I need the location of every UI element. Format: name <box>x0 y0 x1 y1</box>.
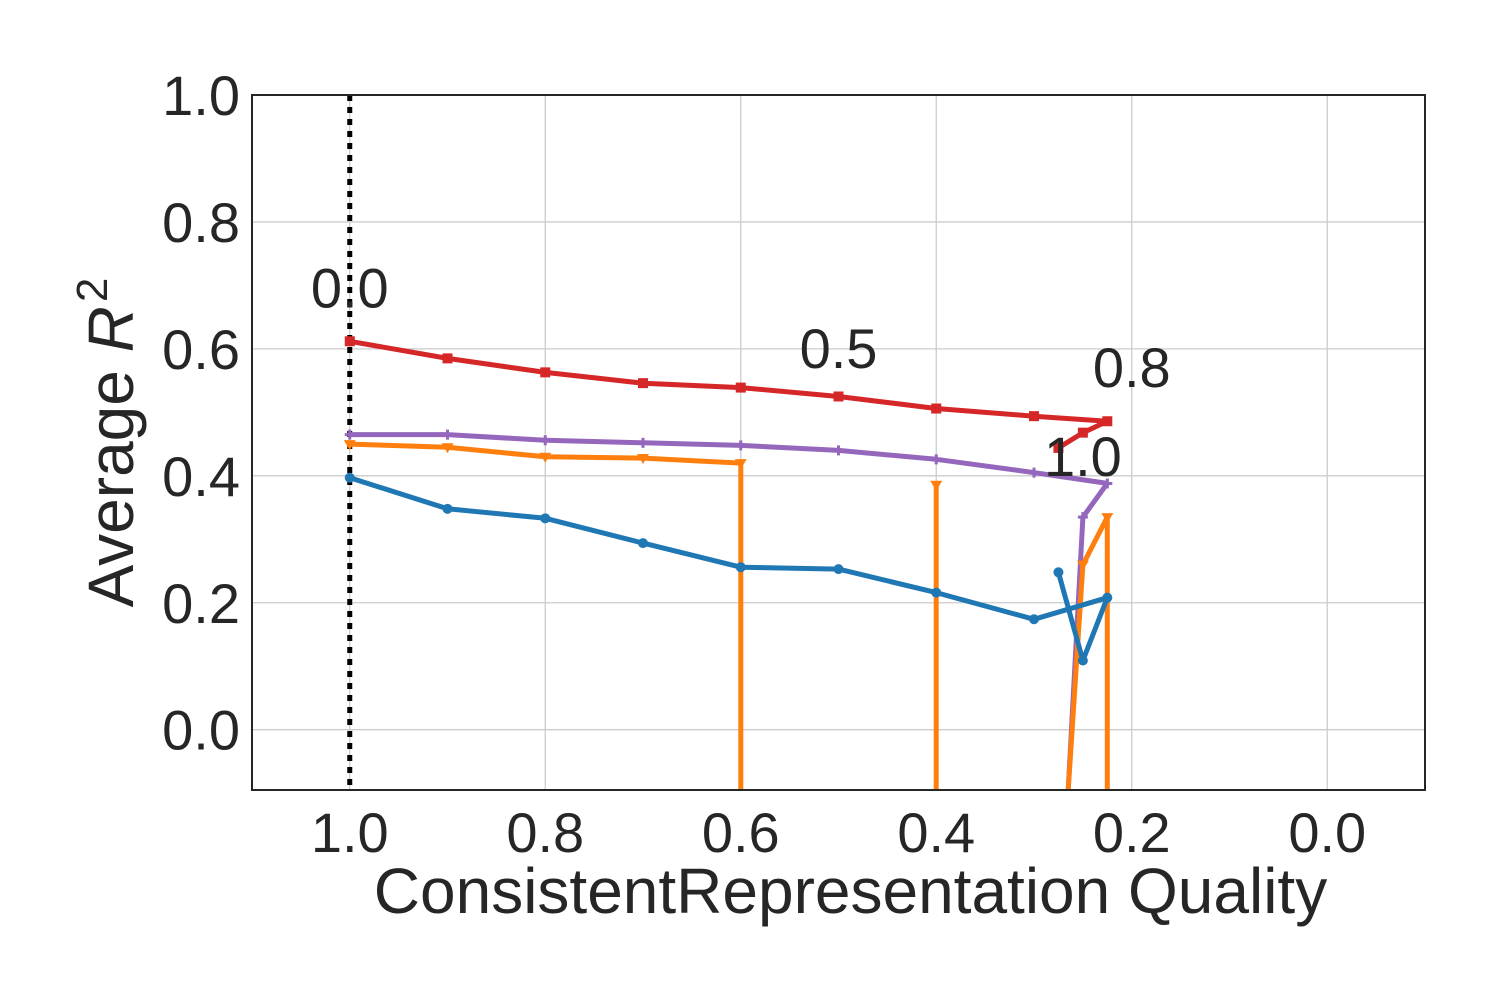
data-point <box>540 435 551 446</box>
data-point <box>344 336 355 347</box>
data-point <box>1029 467 1039 478</box>
data-point <box>833 564 844 575</box>
annotation-label: 0.0 <box>311 257 389 320</box>
data-point <box>735 382 746 393</box>
data-point <box>1053 442 1064 453</box>
data-point <box>1101 513 1114 524</box>
annotation-label: 0.5 <box>800 317 878 380</box>
data-point <box>637 454 649 465</box>
series-line <box>349 432 1110 791</box>
data-point <box>442 503 453 514</box>
series-line <box>349 475 1110 663</box>
series-line <box>349 338 1110 451</box>
data-point <box>1029 411 1039 422</box>
x-tick-label: 0.0 <box>1288 801 1366 864</box>
data-point <box>931 454 942 465</box>
data-point <box>540 367 551 378</box>
annotation-label: 1.0 <box>1044 425 1122 488</box>
y-axis-label-superscript: 2 <box>68 278 117 302</box>
y-tick-label: 0.8 <box>162 191 240 254</box>
data-point <box>931 587 942 598</box>
data-point <box>1029 614 1039 625</box>
x-tick-label: 0.8 <box>506 801 584 864</box>
data-point <box>638 437 648 448</box>
data-point <box>1102 478 1113 489</box>
y-tick-label: 0.0 <box>162 699 240 762</box>
grid <box>252 94 1425 790</box>
plot-frame <box>251 94 1426 791</box>
x-tick-label: 1.0 <box>311 801 389 864</box>
data-point <box>833 445 844 456</box>
data-point <box>734 459 747 470</box>
data-point <box>1077 512 1088 523</box>
data-point <box>638 538 648 549</box>
series-group <box>343 336 1114 791</box>
data-point <box>1076 560 1089 571</box>
data-point <box>735 440 746 451</box>
data-point <box>1077 655 1088 666</box>
y-axis-label: Average R 2 <box>68 278 147 608</box>
data-point <box>931 403 942 414</box>
data-point <box>1102 416 1113 427</box>
data-point <box>442 429 453 440</box>
data-point <box>441 443 454 454</box>
y-axis-label-variable: R <box>75 306 147 352</box>
y-tick-labels: 0.0 0.2 0.4 0.6 0.8 1.0 <box>162 64 240 762</box>
x-tick-label: 0.2 <box>1093 801 1171 864</box>
series-line <box>349 441 744 790</box>
annotations: 0.0 0.5 0.8 1.0 <box>311 257 1171 488</box>
y-axis-label-text: Average <box>75 352 147 607</box>
y-tick-label: 1.0 <box>162 64 240 127</box>
x-tick-label: 0.4 <box>897 801 975 864</box>
data-point <box>1077 427 1088 438</box>
data-point <box>930 480 943 491</box>
x-axis-label: ConsistentRepresentation Quality <box>374 855 1327 927</box>
data-point <box>442 353 453 364</box>
x-tick-label: 0.6 <box>702 801 780 864</box>
annotation-label: 0.8 <box>1093 336 1171 399</box>
data-point <box>735 562 746 573</box>
data-point <box>833 391 844 402</box>
y-tick-label: 0.2 <box>162 572 240 635</box>
data-point <box>344 429 355 440</box>
data-point <box>344 472 355 483</box>
y-tick-label: 0.6 <box>162 318 240 381</box>
data-point <box>343 440 356 451</box>
data-point <box>540 513 551 524</box>
data-point <box>638 378 648 389</box>
x-tick-labels: 1.0 0.8 0.6 0.4 0.2 0.0 <box>311 801 1366 864</box>
series-line <box>1065 514 1110 791</box>
y-tick-label: 0.4 <box>162 445 240 508</box>
data-point <box>539 452 552 463</box>
data-point <box>1053 567 1064 578</box>
data-point <box>1102 592 1113 603</box>
